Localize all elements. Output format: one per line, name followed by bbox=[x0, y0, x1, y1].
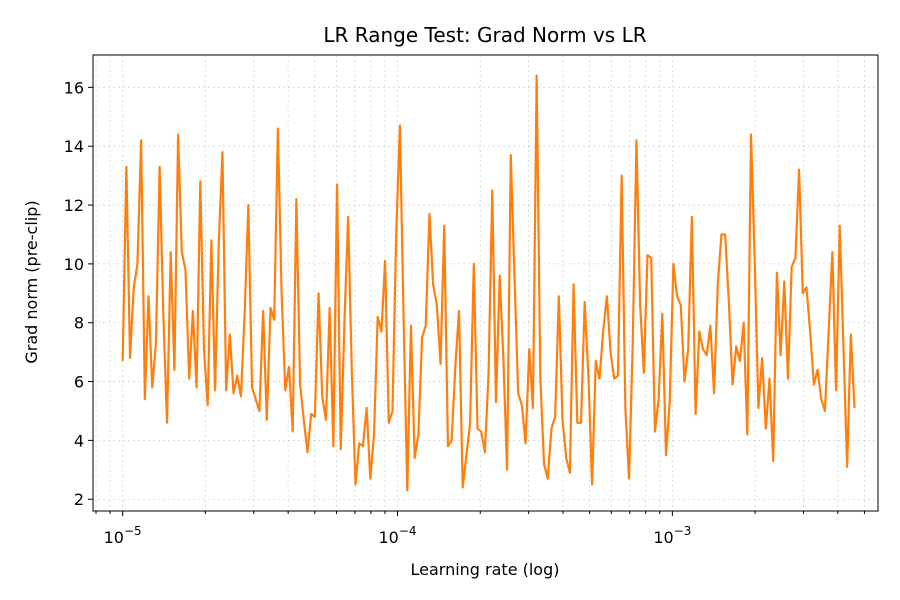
x-tick-label-exponent: −3 bbox=[674, 524, 692, 538]
y-tick-label: 4 bbox=[74, 431, 84, 450]
x-axis: 10−5 10−4 10−3 bbox=[95, 511, 865, 547]
x-tick-label: 10−3 bbox=[653, 524, 691, 547]
y-axis: 2 4 6 8 10 12 14 16 bbox=[64, 78, 93, 509]
x-tick-label: 10−4 bbox=[378, 524, 416, 547]
y-tick-label: 2 bbox=[74, 490, 84, 509]
x-tick-label-exponent: −4 bbox=[399, 524, 417, 538]
y-tick-label: 16 bbox=[64, 78, 84, 97]
y-tick-label: 10 bbox=[64, 255, 84, 274]
series-line bbox=[121, 74, 856, 492]
chart-title: LR Range Test: Grad Norm vs LR bbox=[323, 23, 646, 47]
x-tick-label-mantissa: 10 bbox=[378, 528, 398, 547]
x-axis-label: Learning rate (log) bbox=[410, 560, 559, 579]
y-tick-label: 6 bbox=[74, 373, 84, 392]
y-tick-label: 8 bbox=[74, 314, 84, 333]
y-axis-label: Grad norm (pre-clip) bbox=[22, 200, 41, 363]
y-tick-label: 12 bbox=[64, 196, 84, 215]
x-tick-label-exponent: −5 bbox=[124, 524, 142, 538]
plot-frame bbox=[92, 54, 879, 512]
y-tick-label: 14 bbox=[64, 137, 84, 156]
x-tick-label-mantissa: 10 bbox=[104, 528, 124, 547]
x-tick-label-mantissa: 10 bbox=[653, 528, 673, 547]
plot-series bbox=[121, 74, 856, 492]
x-tick-label: 10−5 bbox=[104, 524, 142, 547]
